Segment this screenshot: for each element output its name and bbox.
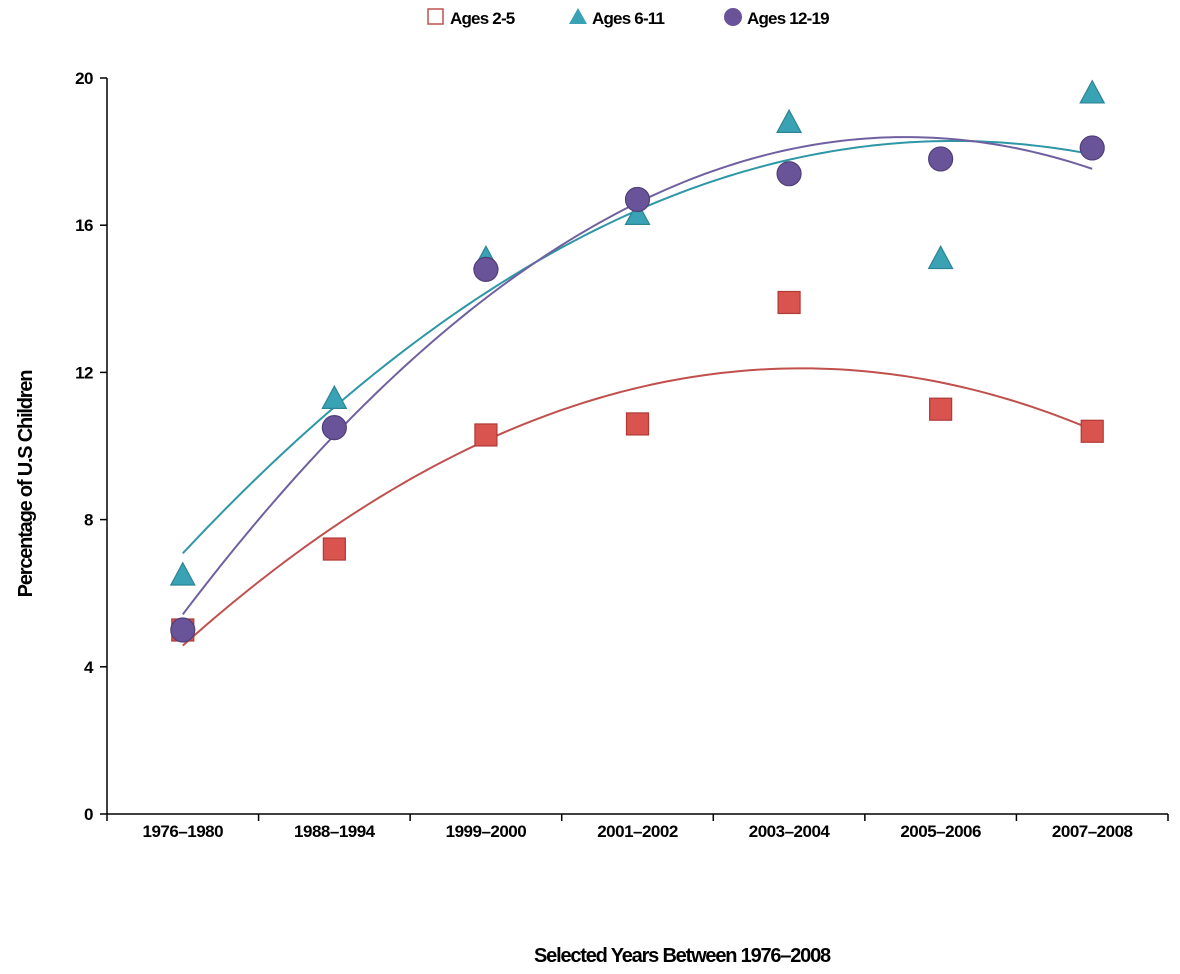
y-tick-label: 20 — [75, 69, 93, 88]
data-point-circle — [1079, 135, 1105, 161]
legend-item: Ages 6-11 — [569, 8, 665, 28]
y-ticks: 0 4 8 12 16 20 — [75, 69, 107, 824]
data-point-circle — [170, 617, 196, 643]
data-point-triangle — [776, 108, 803, 133]
y-tick-label: 0 — [84, 805, 93, 824]
x-ticks: 1976–1980 1988–1994 1999–2000 2001–2002 2003… — [106, 814, 1169, 841]
data-point-square — [322, 537, 346, 561]
axes: 0 4 8 12 16 20 1976–1980 1988–1994 1999–2000 200… — [75, 69, 1169, 841]
trendline-square — [182, 367, 1093, 647]
legend: Ages 2-5 Ages 6-11 Ages 12-19 — [427, 8, 830, 28]
data-point-circle — [928, 146, 954, 172]
x-tick-label: 1999–2000 — [446, 822, 527, 841]
legend-item: Ages 2-5 — [427, 8, 516, 28]
legend-item: Ages 12-19 — [724, 8, 830, 28]
data-point-circle — [321, 415, 347, 441]
x-tick-label: 2001–2002 — [597, 822, 678, 841]
y-tick-label: 16 — [75, 216, 93, 235]
data-point-square — [474, 423, 498, 447]
legend-label: Ages 2-5 — [450, 9, 515, 28]
data-point-square — [929, 397, 953, 421]
data-point-triangle — [624, 200, 651, 225]
x-tick-label: 2007–2008 — [1052, 822, 1133, 841]
legend-marker-circle — [724, 8, 742, 26]
data-point-circle — [776, 161, 802, 187]
data-points — [169, 79, 1106, 643]
data-point-triangle — [169, 561, 196, 586]
data-point-square — [625, 412, 650, 436]
x-axis-title: Selected Years Between 1976–2008 — [534, 945, 831, 967]
legend-marker-square — [427, 8, 444, 25]
data-point-triangle — [927, 245, 954, 270]
y-axis-title: Percentage of U.S Children — [15, 371, 37, 598]
data-point-square — [1080, 419, 1104, 443]
legend-label: Ages 6-11 — [592, 9, 665, 28]
x-tick-label: 1976–1980 — [142, 822, 223, 841]
data-point-triangle — [1079, 79, 1106, 104]
y-tick-label: 4 — [84, 658, 94, 677]
x-tick-label: 1988–1994 — [294, 822, 376, 841]
y-tick-label: 8 — [84, 511, 93, 530]
x-tick-label: 2005–2006 — [900, 822, 981, 841]
data-point-square — [777, 290, 801, 315]
data-point-triangle — [321, 384, 348, 409]
x-tick-label: 2003–2004 — [749, 822, 831, 841]
data-point-circle — [473, 256, 499, 282]
legend-label: Ages 12-19 — [747, 9, 829, 28]
data-point-circle — [624, 186, 651, 213]
legend-marker-triangle — [569, 8, 587, 24]
y-tick-label: 12 — [75, 363, 93, 382]
